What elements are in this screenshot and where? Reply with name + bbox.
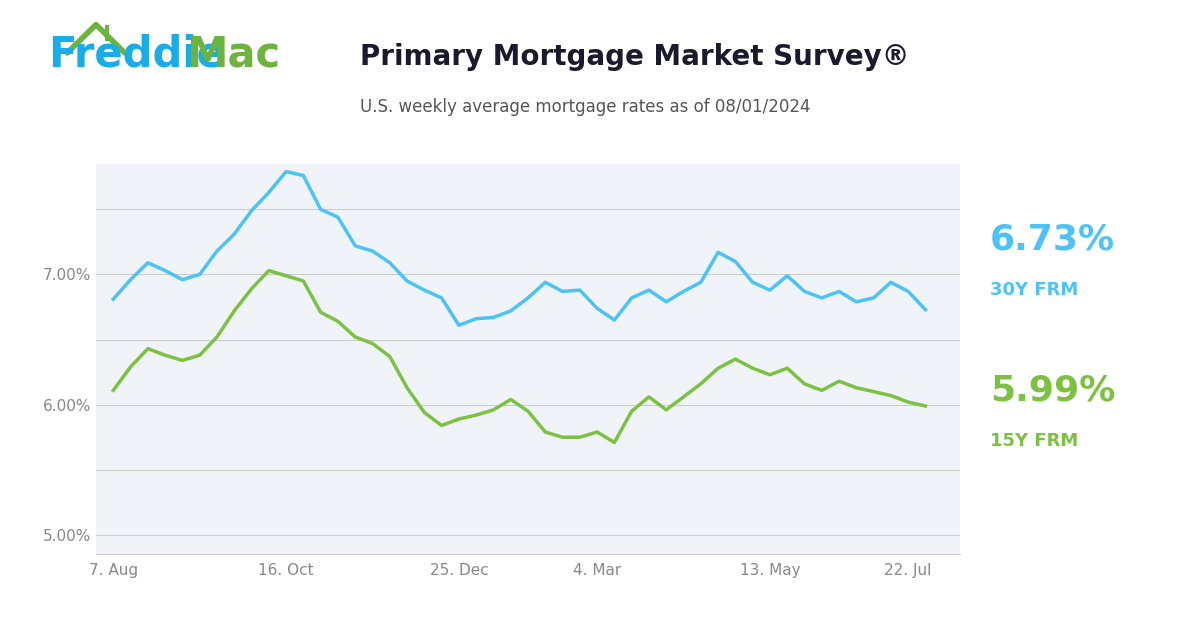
Text: Mac: Mac — [186, 33, 280, 76]
Text: 5.99%: 5.99% — [990, 374, 1115, 408]
Text: Freddie: Freddie — [48, 33, 224, 76]
Text: 6.73%: 6.73% — [990, 222, 1115, 256]
Text: U.S. weekly average mortgage rates as of 08/01/2024: U.S. weekly average mortgage rates as of… — [360, 98, 810, 116]
Text: 15Y FRM: 15Y FRM — [990, 432, 1079, 450]
Text: 30Y FRM: 30Y FRM — [990, 281, 1079, 299]
Text: Primary Mortgage Market Survey®: Primary Mortgage Market Survey® — [360, 43, 910, 71]
